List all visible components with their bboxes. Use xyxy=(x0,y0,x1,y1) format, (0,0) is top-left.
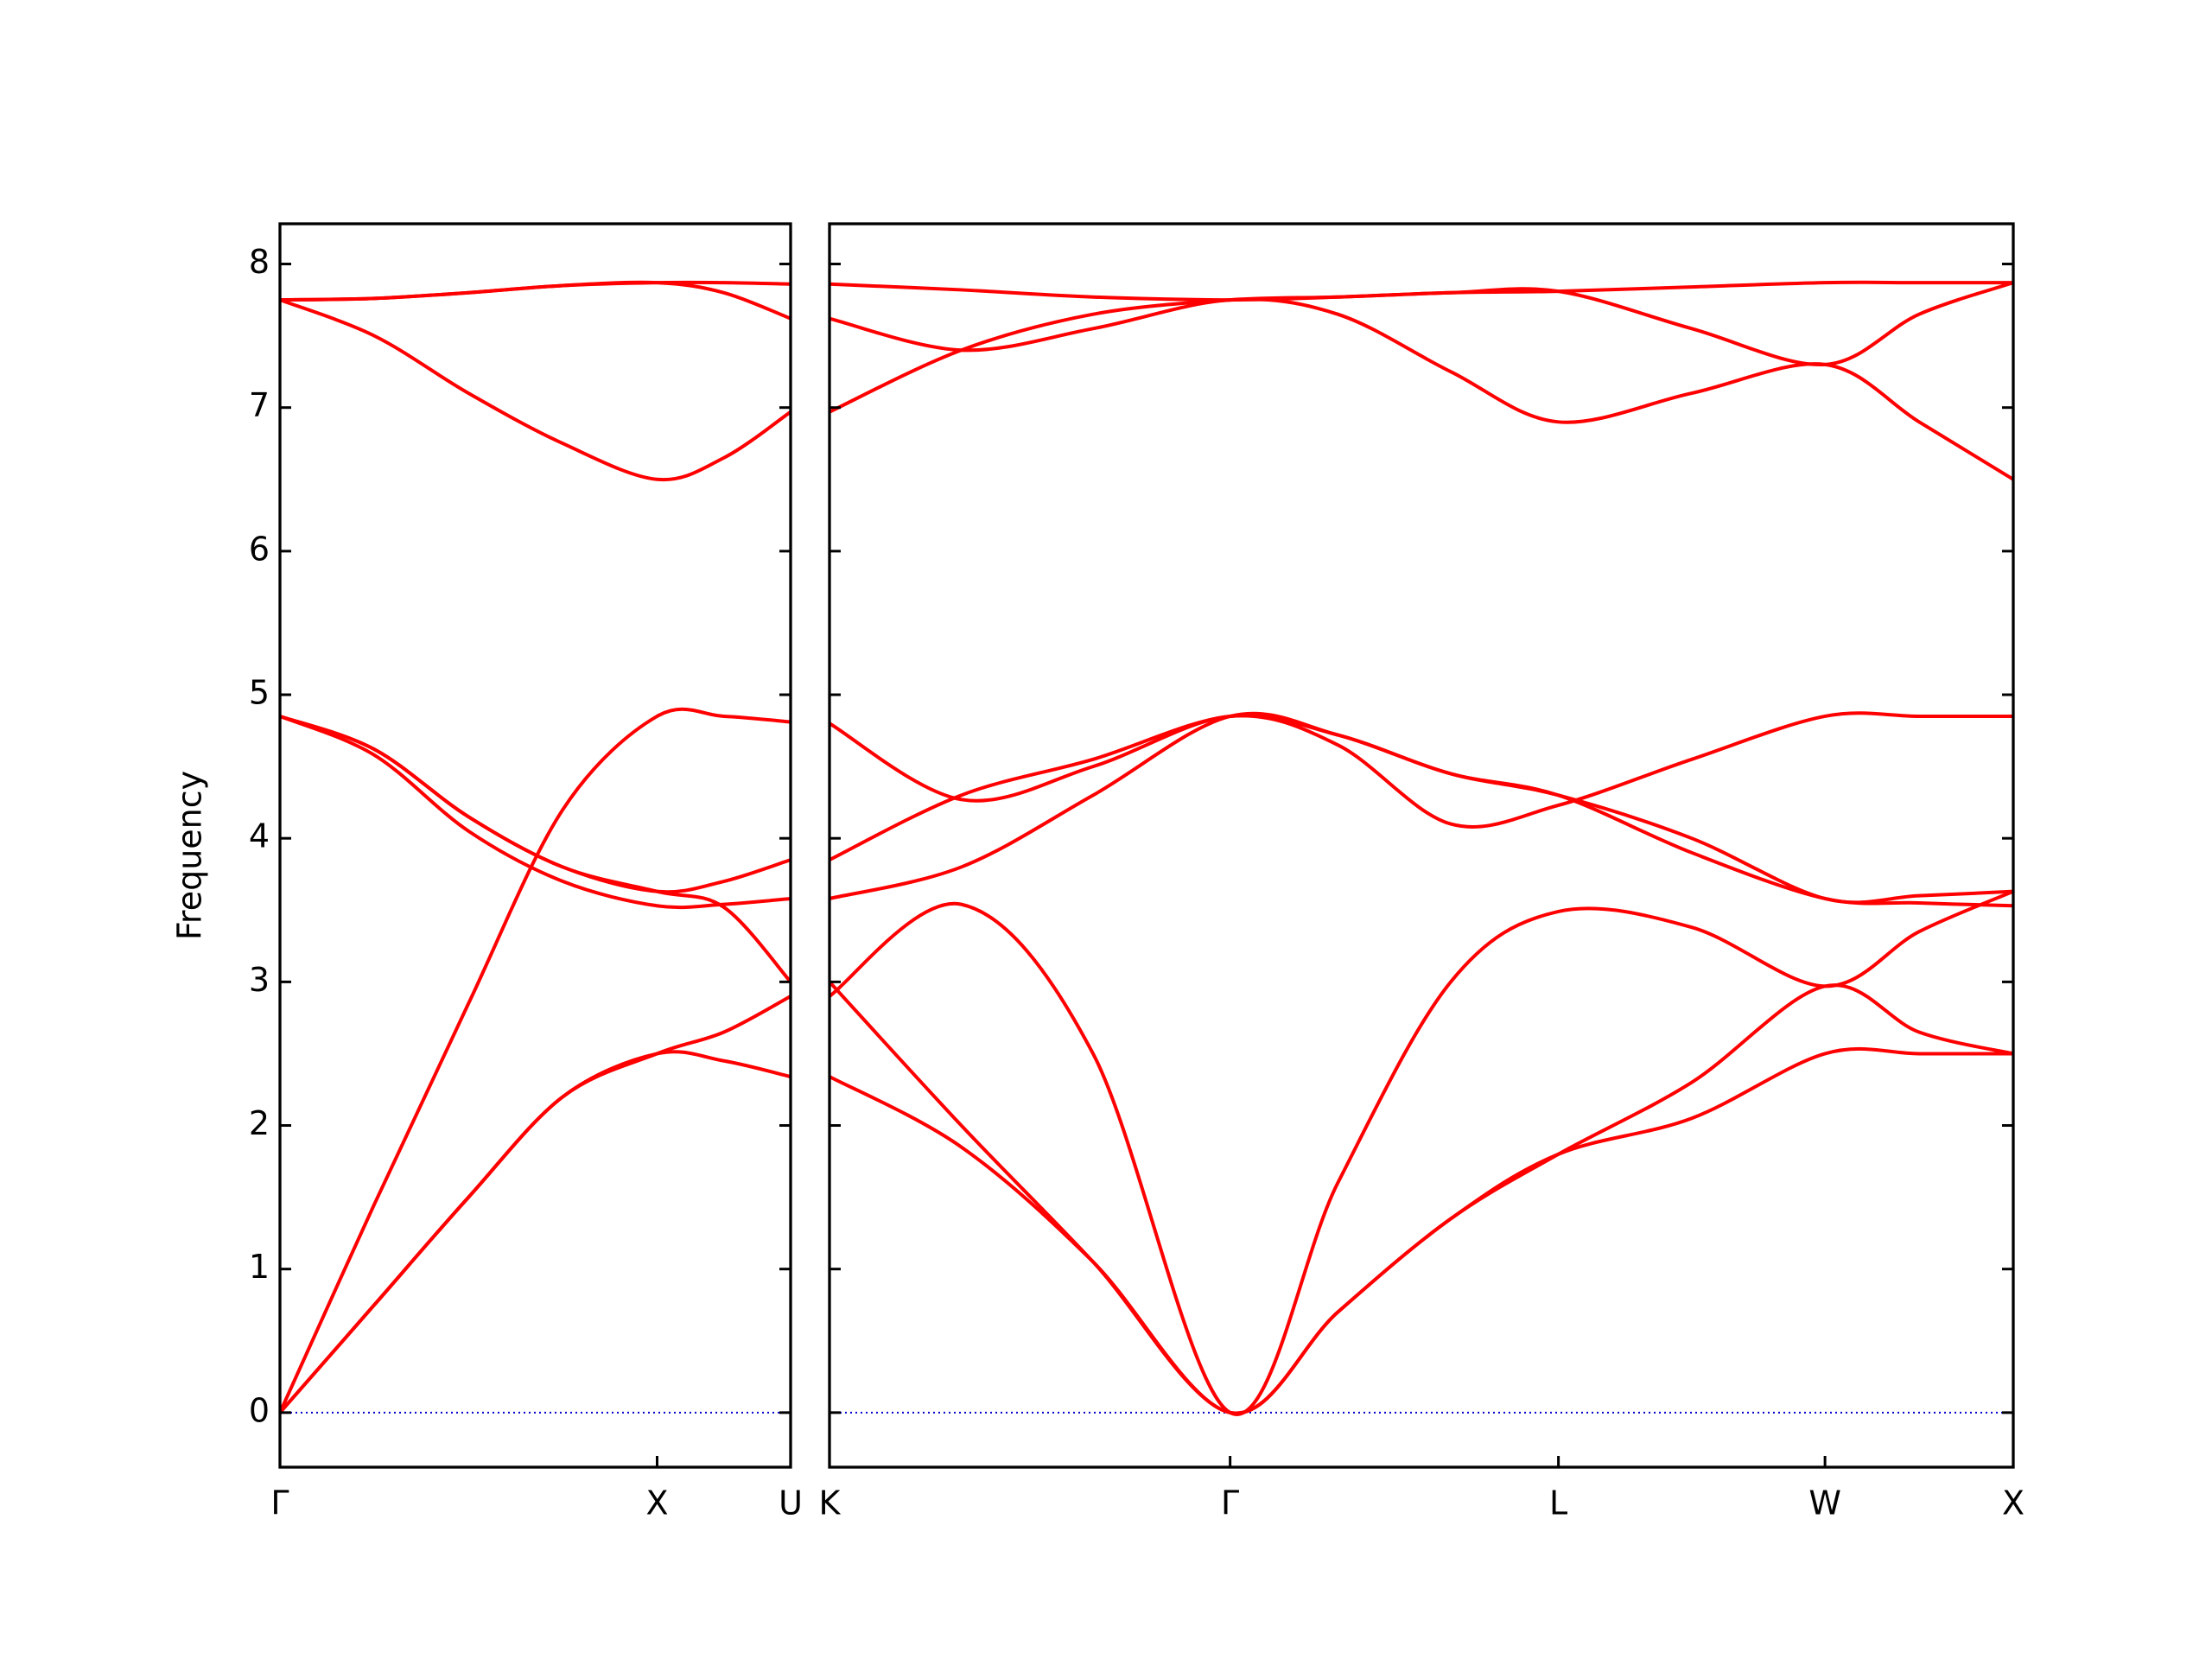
plot-frame xyxy=(828,222,2015,1469)
band-line xyxy=(829,1046,2013,1415)
plot-frame xyxy=(278,222,792,1469)
x-tick-label: U xyxy=(779,1484,803,1522)
x-tick-label: X xyxy=(2002,1484,2024,1522)
y-tick-label: 4 xyxy=(249,817,270,855)
y-tick-label: 1 xyxy=(249,1248,270,1286)
x-tick-label: W xyxy=(1808,1484,1841,1522)
band-line xyxy=(828,711,2013,829)
y-tick-label: 7 xyxy=(249,386,270,424)
band-line xyxy=(828,889,2014,1416)
band-line xyxy=(829,297,2015,481)
band-line xyxy=(829,280,2013,302)
x-tick-label: X xyxy=(645,1484,668,1522)
band-line xyxy=(829,281,2014,414)
y-axis-label: Frequency xyxy=(171,771,209,940)
x-tick-label: Γ xyxy=(270,1484,289,1522)
band-line xyxy=(279,715,791,910)
x-tick-label: Γ xyxy=(1221,1484,1239,1522)
band-line xyxy=(279,715,792,983)
band-line xyxy=(279,280,791,321)
y-tick-label: 5 xyxy=(249,674,270,712)
y-tick-label: 0 xyxy=(249,1391,270,1429)
y-tick-label: 6 xyxy=(249,530,270,568)
band-line xyxy=(279,715,791,894)
band-line xyxy=(278,995,791,1414)
band-line xyxy=(278,707,791,1414)
band-line xyxy=(829,711,2014,908)
band-line xyxy=(279,298,792,482)
y-tick-label: 3 xyxy=(249,961,270,999)
y-tick-label: 2 xyxy=(249,1104,270,1142)
band-line xyxy=(278,1050,791,1414)
x-tick-label: K xyxy=(819,1484,842,1522)
y-tick-label: 8 xyxy=(249,243,270,281)
band-line xyxy=(828,981,2014,1415)
x-tick-label: L xyxy=(1549,1484,1567,1522)
